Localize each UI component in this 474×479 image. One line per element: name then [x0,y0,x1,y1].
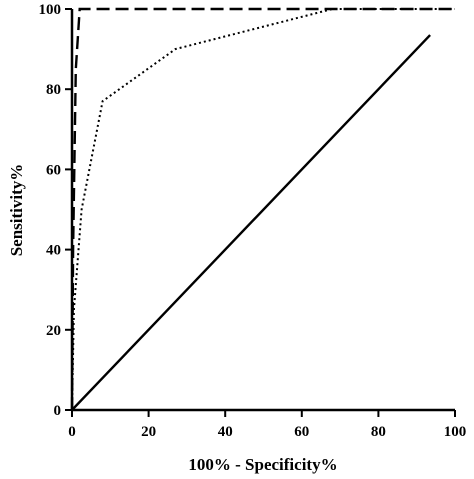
x-axis-title: 100% - Specificity% [188,455,337,474]
series-layer [70,7,455,411]
x-tick-label-100: 100 [444,424,467,440]
axes-layer [70,9,455,412]
y-tick-label-40: 40 [46,243,61,259]
x-tick-label-60: 60 [294,424,309,440]
series-line-solid [71,34,431,411]
y-tick-label-60: 60 [46,162,61,178]
y-axis-title: Sensitivity% [7,164,26,257]
series-line-dotted [71,8,455,411]
ticks-layer: 0 20 40 60 80 100 0 20 40 60 80 100 [39,2,467,440]
y-tick-label-80: 80 [46,82,61,98]
y-tick-label-100: 100 [39,2,62,18]
x-tick-label-40: 40 [218,424,233,440]
y-tick-label-0: 0 [54,403,62,419]
x-tick-label-20: 20 [141,424,156,440]
y-tick-label-20: 20 [46,323,61,339]
x-tick-label-0: 0 [68,424,76,440]
x-tick-label-80: 80 [371,424,386,440]
